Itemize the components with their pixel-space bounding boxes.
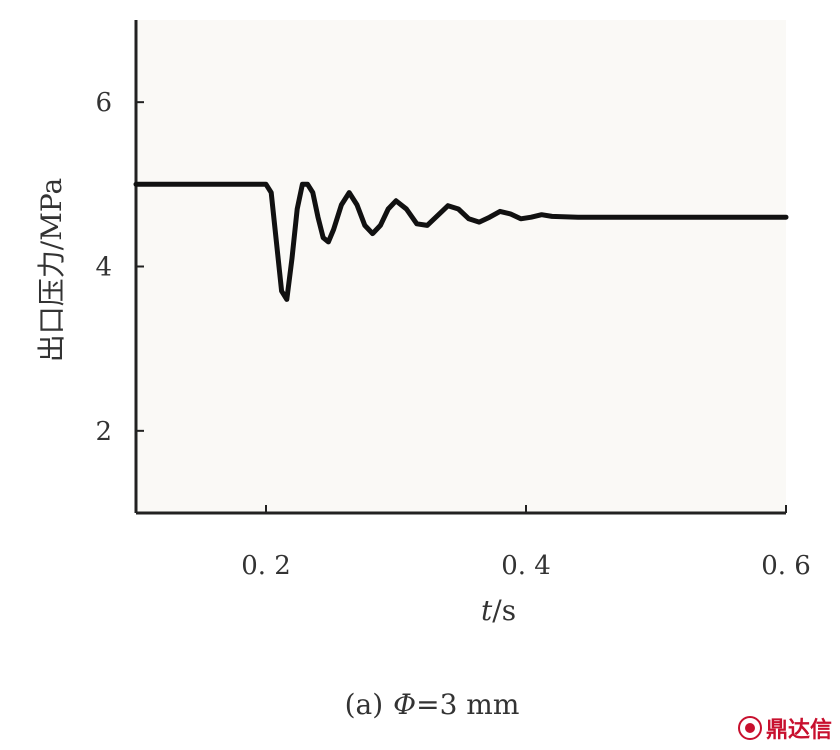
caption-value: =3 mm (416, 688, 520, 721)
figure-caption: (a) Φ=3 mm (345, 688, 520, 721)
x-axis-label-unit: /s (492, 594, 517, 627)
x-tick-label: 0. 4 (501, 551, 551, 581)
x-axis-label: t/s (481, 594, 516, 627)
x-tick-label: 0. 2 (241, 551, 291, 581)
y-axis-label: 出口压力/MPa (35, 177, 68, 363)
series-layer (133, 181, 789, 302)
watermark-text: 鼎达信 (765, 718, 832, 743)
series-line-0 (133, 181, 789, 302)
y-tick-label: 4 (95, 253, 112, 283)
y-tick-label: 6 (95, 88, 112, 118)
x-tick-label: 0. 6 (761, 551, 811, 581)
watermark-logo-icon (737, 716, 762, 740)
caption-symbol: Φ (393, 688, 417, 721)
y-tick-label: 2 (95, 417, 112, 447)
watermark: 鼎达信 (737, 712, 832, 744)
caption-prefix: (a) (344, 688, 384, 721)
x-axis-label-variable: t (481, 594, 493, 627)
plot-area (136, 20, 786, 513)
ticks-group: 0. 2 0. 4 0. 6 2 4 6 (95, 88, 810, 581)
